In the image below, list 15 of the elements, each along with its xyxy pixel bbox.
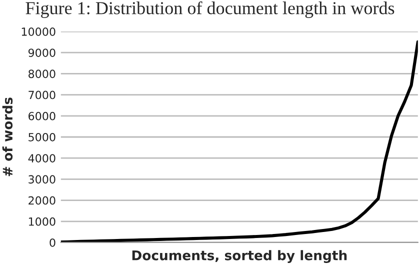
x-axis-title: Documents, sorted by length [132, 250, 347, 263]
y-tick-label: 1000 [28, 217, 56, 226]
y-tick-label: 9000 [28, 48, 56, 57]
chart-title: Figure 1: Distribution of document length in words [26, 1, 394, 18]
y-tick-label: 5000 [28, 132, 56, 142]
y-tick-label: 7000 [28, 90, 56, 100]
y-tick-label: 6000 [28, 112, 56, 120]
line-series [60, 40, 418, 242]
y-tick-label: 4000 [28, 154, 56, 162]
y-axis-title: # of words [2, 98, 13, 176]
y-tick-label: 8000 [28, 70, 56, 78]
y-tick-label: 10000 [22, 27, 56, 36]
y-tick-label: 2000 [28, 196, 56, 205]
y-tick-label: 3000 [28, 175, 56, 184]
y-tick-label: 0 [50, 238, 56, 247]
